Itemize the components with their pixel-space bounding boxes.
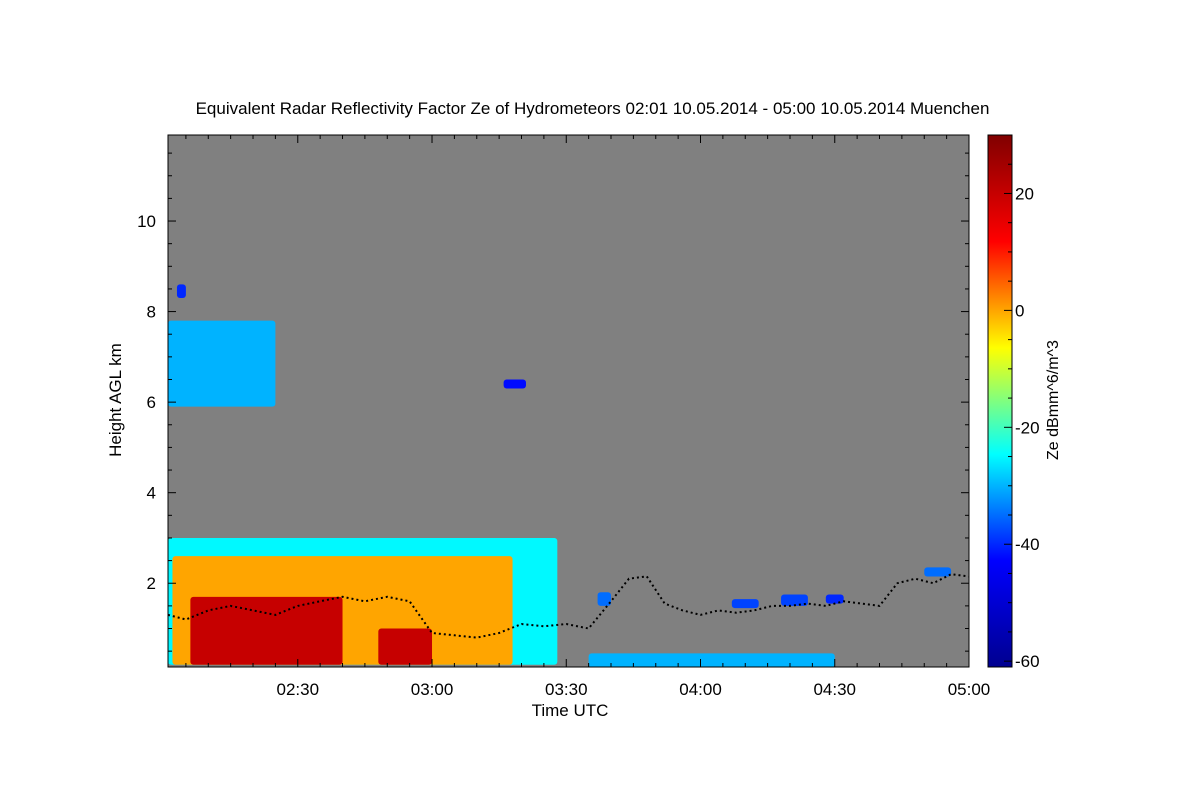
y-tick-label: 10 [137, 212, 156, 231]
echo-upper-cloud-layer [168, 320, 276, 407]
cloud-base-layer [167, 573, 970, 639]
colorbar-tick-label: -20 [1015, 418, 1040, 437]
x-tick-label: 04:00 [679, 680, 722, 699]
echo-small-echo-6-4km [503, 379, 526, 389]
y-tick-label: 4 [147, 484, 156, 503]
x-axis-label: Time UTC [532, 701, 609, 720]
echo-rain-core-main [190, 596, 343, 665]
colorbar-tick-label: 0 [1015, 301, 1024, 320]
echo-light-echo-5 [924, 567, 952, 577]
x-tick-label: 03:30 [545, 680, 588, 699]
colorbar-tick-label: 20 [1015, 184, 1034, 203]
echo-light-echo-1 [597, 592, 612, 606]
x-axis: 02:30 03:00 03:30 04:00 04:30 05:00 [185, 135, 991, 699]
colorbar-tick-label: -40 [1015, 535, 1040, 554]
echo-light-echo-2 [731, 599, 759, 609]
chart-title: Equivalent Radar Reflectivity Factor Ze … [195, 99, 990, 118]
x-tick-label: 05:00 [948, 680, 991, 699]
x-tick-label: 02:30 [276, 680, 319, 699]
x-tick-label: 03:00 [411, 680, 454, 699]
plot-frame [167, 134, 970, 668]
x-tick-label: 04:30 [813, 680, 856, 699]
cloud-base-line [167, 573, 970, 639]
echo-rain-core-second [378, 628, 433, 665]
y-tick-label: 8 [147, 303, 156, 322]
echo-light-echo-4 [825, 594, 844, 604]
colorbar-axis: 20 0 -20 -40 -60 [1004, 134, 1040, 671]
y-tick-label: 2 [147, 574, 156, 593]
y-axis: 2 4 6 8 10 [137, 152, 969, 652]
colorbar [987, 134, 1013, 668]
colorbar-tick-label: -60 [1015, 652, 1040, 671]
echo-light-echo-3 [781, 594, 808, 606]
y-axis-label: Height AGL km [106, 343, 125, 457]
echo-surface-clutter [588, 653, 835, 667]
y-tick-label: 6 [147, 393, 156, 412]
echo-small-echo-8-5km [176, 284, 186, 298]
colorbar-label: Ze dBmm^6/m^3 [1045, 340, 1062, 460]
